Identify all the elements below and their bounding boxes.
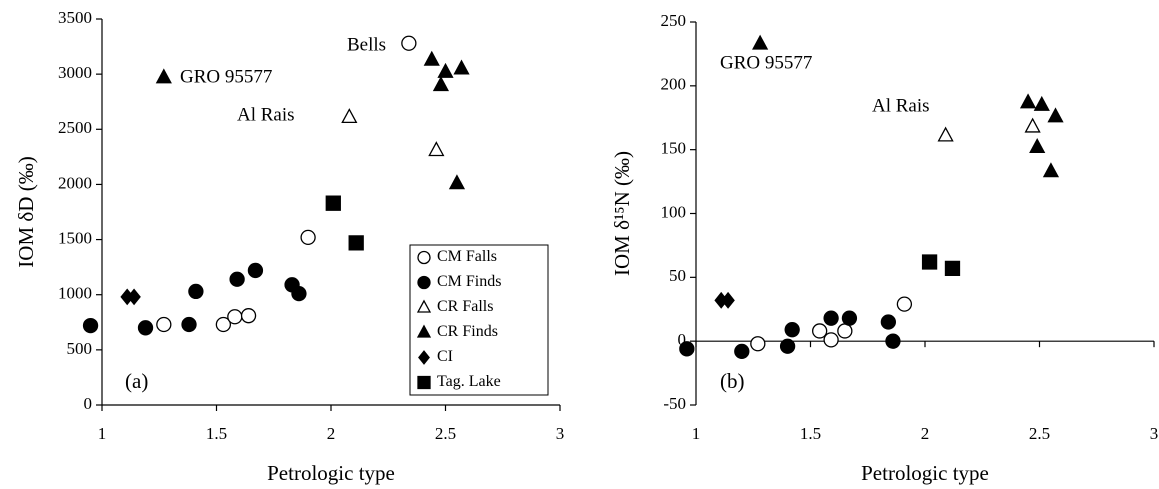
point	[812, 323, 828, 339]
point	[240, 308, 257, 324]
point	[1019, 93, 1037, 109]
point	[752, 34, 769, 50]
point	[837, 323, 853, 339]
point	[721, 291, 735, 309]
point	[784, 322, 800, 338]
annotation: Al Rais	[872, 95, 930, 116]
y-tick-label: 3500	[58, 8, 92, 27]
point	[291, 285, 307, 302]
point	[137, 320, 154, 336]
point	[247, 262, 264, 279]
point	[229, 271, 245, 287]
point	[750, 336, 766, 352]
y-tick-label: 500	[67, 339, 93, 358]
x-tick-label: 1.5	[206, 424, 227, 443]
legend-label: CR Falls	[437, 298, 493, 315]
annotation: Bells	[347, 34, 386, 55]
legend-label: Tag. Lake	[437, 373, 501, 390]
point	[428, 141, 445, 157]
y-axis-title: IOM δD (‰)	[14, 156, 38, 267]
point	[300, 229, 316, 246]
y-tick-label: 2500	[58, 118, 92, 137]
legend-marker	[416, 299, 432, 313]
y-tick-label: 150	[661, 139, 687, 158]
y-tick-label: 200	[661, 75, 687, 94]
x-axis-title: Petrologic type	[861, 461, 989, 485]
y-tick-label: 100	[661, 202, 687, 221]
point	[823, 310, 839, 326]
point	[188, 283, 204, 300]
legend-label: CM Falls	[437, 248, 497, 265]
y-tick-label: 0	[678, 330, 687, 349]
point	[1029, 138, 1046, 154]
point	[423, 50, 440, 66]
legend-marker	[418, 350, 430, 365]
x-tick-label: 3	[1150, 424, 1159, 443]
x-tick-label: 1	[98, 424, 107, 443]
annotation: Al Rais	[237, 104, 295, 125]
point	[155, 68, 172, 84]
point	[432, 76, 450, 92]
point	[880, 314, 897, 330]
point	[453, 59, 470, 75]
point	[679, 341, 695, 357]
y-tick-label: 2000	[58, 173, 92, 192]
point	[1042, 162, 1060, 178]
legend-label: CM Finds	[437, 273, 501, 290]
legend-marker	[417, 275, 431, 290]
legend-marker	[416, 324, 432, 338]
x-tick-label: 3	[556, 424, 565, 443]
point	[181, 316, 197, 333]
y-tick-label: 50	[669, 266, 686, 285]
point	[1047, 107, 1064, 123]
x-tick-label: 2	[327, 424, 336, 443]
point	[227, 309, 243, 325]
legend-marker	[417, 375, 431, 390]
legend-marker	[417, 250, 431, 265]
x-axis-title: Petrologic type	[267, 461, 395, 485]
y-tick-label: 250	[661, 11, 687, 30]
point	[448, 174, 466, 190]
legend-label: CR Finds	[437, 323, 498, 340]
x-tick-label: 2.5	[1029, 424, 1050, 443]
annotation: GRO 95577	[180, 66, 272, 87]
point	[1024, 117, 1041, 133]
point	[82, 317, 99, 334]
y-axis-title: IOM δ¹⁵N (‰)	[610, 151, 634, 276]
x-tick-label: 2	[921, 424, 930, 443]
point	[1033, 95, 1050, 111]
annotation: GRO 95577	[720, 52, 812, 73]
y-tick-label: -50	[663, 394, 686, 413]
point	[156, 316, 172, 333]
legend-box	[409, 244, 549, 396]
point	[779, 338, 796, 354]
point	[348, 235, 364, 251]
x-tick-label: 1	[692, 424, 701, 443]
x-tick-label: 1.5	[800, 424, 821, 443]
point	[437, 62, 454, 78]
point	[341, 108, 358, 124]
y-tick-label: 1500	[58, 228, 92, 247]
panel-label: (b)	[720, 369, 745, 393]
y-tick-label: 3000	[58, 63, 92, 82]
point	[896, 296, 913, 312]
legend-label: CI	[437, 348, 453, 365]
point	[885, 333, 901, 349]
point	[841, 310, 858, 326]
y-tick-label: 0	[84, 394, 93, 413]
x-tick-label: 2.5	[435, 424, 456, 443]
point	[937, 126, 954, 142]
point	[325, 195, 341, 211]
point	[823, 332, 839, 348]
point	[734, 343, 750, 360]
panel-label: (a)	[125, 369, 148, 393]
y-tick-label: 1000	[58, 284, 92, 303]
point	[921, 254, 938, 270]
point	[127, 288, 141, 306]
point	[944, 260, 961, 277]
point	[401, 35, 417, 51]
point	[215, 316, 232, 333]
